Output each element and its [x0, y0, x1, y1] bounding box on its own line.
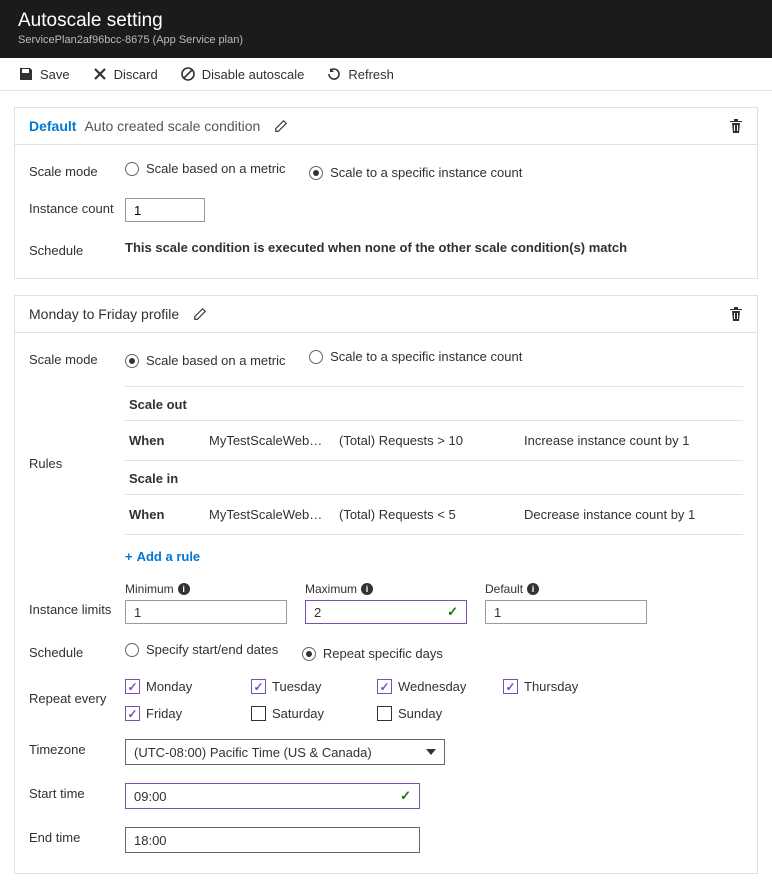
start-time-input[interactable]: 09:00 ✓	[125, 783, 420, 809]
radio-start-end-dates[interactable]: Specify start/end dates	[125, 642, 278, 657]
chevron-down-icon	[426, 749, 436, 755]
page-subtitle: ServicePlan2af96bcc-8675 (App Service pl…	[18, 34, 754, 46]
add-rule-button[interactable]: + Add a rule	[125, 549, 200, 564]
info-icon[interactable]: i	[361, 583, 373, 595]
toolbar: Save Discard Disable autoscale Refresh	[0, 58, 772, 91]
scale-in-heading: Scale in	[125, 461, 743, 495]
refresh-button[interactable]: Refresh	[326, 66, 394, 82]
schedule-label: Schedule	[29, 642, 125, 660]
end-time-label: End time	[29, 827, 125, 845]
checkbox-tuesday[interactable]: Tuesday	[251, 679, 377, 694]
minimum-label: Minimum	[125, 582, 174, 596]
end-time-input[interactable]: 18:00	[125, 827, 420, 853]
page-title: Autoscale setting	[18, 10, 754, 32]
save-icon	[18, 66, 34, 82]
save-label: Save	[40, 67, 70, 82]
header: Autoscale setting ServicePlan2af96bcc-86…	[0, 0, 772, 58]
check-icon: ✓	[400, 788, 411, 804]
checkbox-saturday[interactable]: Saturday	[251, 706, 377, 721]
maximum-input[interactable]: 2✓	[305, 600, 467, 624]
save-button[interactable]: Save	[18, 66, 70, 82]
scale-mode-label: Scale mode	[29, 349, 125, 367]
checkbox-thursday[interactable]: Thursday	[503, 679, 629, 694]
instance-count-input[interactable]	[125, 198, 205, 222]
radio-scale-count[interactable]: Scale to a specific instance count	[309, 349, 522, 364]
panel-title-sub: Auto created scale condition	[84, 118, 260, 134]
minimum-input[interactable]: 1	[125, 600, 287, 624]
schedule-text: This scale condition is executed when no…	[125, 240, 743, 255]
checkbox-friday[interactable]: Friday	[125, 706, 251, 721]
start-time-label: Start time	[29, 783, 125, 801]
info-icon[interactable]: i	[527, 583, 539, 595]
panel-title-accent: Default	[29, 118, 76, 134]
edit-icon[interactable]	[193, 307, 207, 321]
default-input[interactable]: 1	[485, 600, 647, 624]
default-condition-panel: Default Auto created scale condition Sca…	[14, 107, 758, 279]
disable-autoscale-button[interactable]: Disable autoscale	[180, 66, 305, 82]
radio-scale-count[interactable]: Scale to a specific instance count	[309, 165, 522, 180]
disable-icon	[180, 66, 196, 82]
scale-out-rule[interactable]: When MyTestScaleWebA… (Total) Requests >…	[125, 421, 743, 461]
weekday-profile-panel: Monday to Friday profile Scale mode Scal…	[14, 295, 758, 874]
instance-count-label: Instance count	[29, 198, 125, 216]
refresh-icon	[326, 66, 342, 82]
edit-icon[interactable]	[274, 119, 288, 133]
schedule-label: Schedule	[29, 240, 125, 258]
default-label: Default	[485, 582, 523, 596]
scale-mode-label: Scale mode	[29, 161, 125, 179]
delete-icon[interactable]	[729, 306, 743, 322]
repeat-every-label: Repeat every	[29, 679, 125, 706]
discard-label: Discard	[114, 67, 158, 82]
maximum-label: Maximum	[305, 582, 357, 596]
checkbox-wednesday[interactable]: Wednesday	[377, 679, 503, 694]
rules-label: Rules	[29, 386, 125, 471]
scale-out-heading: Scale out	[125, 387, 743, 421]
plus-icon: +	[125, 549, 133, 564]
discard-button[interactable]: Discard	[92, 66, 158, 82]
delete-icon[interactable]	[729, 118, 743, 134]
radio-scale-metric[interactable]: Scale based on a metric	[125, 353, 285, 368]
info-icon[interactable]: i	[178, 583, 190, 595]
panel-title: Monday to Friday profile	[29, 306, 179, 322]
close-icon	[92, 66, 108, 82]
refresh-label: Refresh	[348, 67, 394, 82]
timezone-label: Timezone	[29, 739, 125, 757]
disable-label: Disable autoscale	[202, 67, 305, 82]
checkbox-sunday[interactable]: Sunday	[377, 706, 503, 721]
instance-limits-label: Instance limits	[29, 582, 125, 617]
check-icon: ✓	[447, 604, 458, 620]
checkbox-monday[interactable]: Monday	[125, 679, 251, 694]
panel-header: Default Auto created scale condition	[15, 108, 757, 145]
radio-repeat-days[interactable]: Repeat specific days	[302, 646, 443, 661]
timezone-select[interactable]: (UTC-08:00) Pacific Time (US & Canada)	[125, 739, 445, 765]
scale-in-rule[interactable]: When MyTestScaleWebA… (Total) Requests <…	[125, 495, 743, 535]
panel-header: Monday to Friday profile	[15, 296, 757, 333]
radio-scale-metric[interactable]: Scale based on a metric	[125, 161, 285, 176]
